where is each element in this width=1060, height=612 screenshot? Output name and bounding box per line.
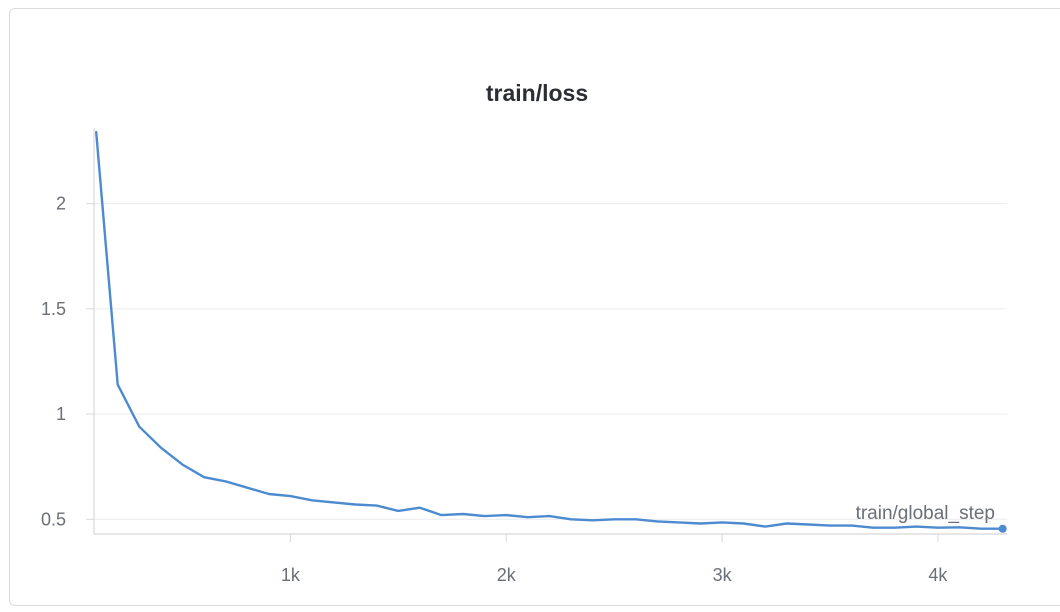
x-tick-label: 1k: [281, 565, 301, 585]
chart-panel: [9, 8, 1060, 606]
x-axis-title: train/global_step: [856, 503, 995, 524]
last-point-marker[interactable]: [998, 524, 1007, 533]
axes: [86, 128, 1007, 542]
x-tick-label: 3k: [713, 565, 733, 585]
tick-labels: 0.5 1 1.5 2 1k 2k 3k 4k: [41, 194, 948, 585]
y-tick-label: 1.5: [41, 299, 66, 319]
x-tick-label: 4k: [928, 565, 948, 585]
y-tick-label: 2: [56, 194, 66, 214]
y-tick-label: 0.5: [41, 509, 66, 529]
y-tick-label: 1: [56, 404, 66, 424]
grid-lines: [94, 203, 1007, 520]
loss-series-line[interactable]: [94, 130, 1004, 530]
chart-title: train/loss: [485, 80, 589, 106]
series-layer: [94, 130, 1007, 533]
x-tick-label: 2k: [497, 565, 517, 585]
